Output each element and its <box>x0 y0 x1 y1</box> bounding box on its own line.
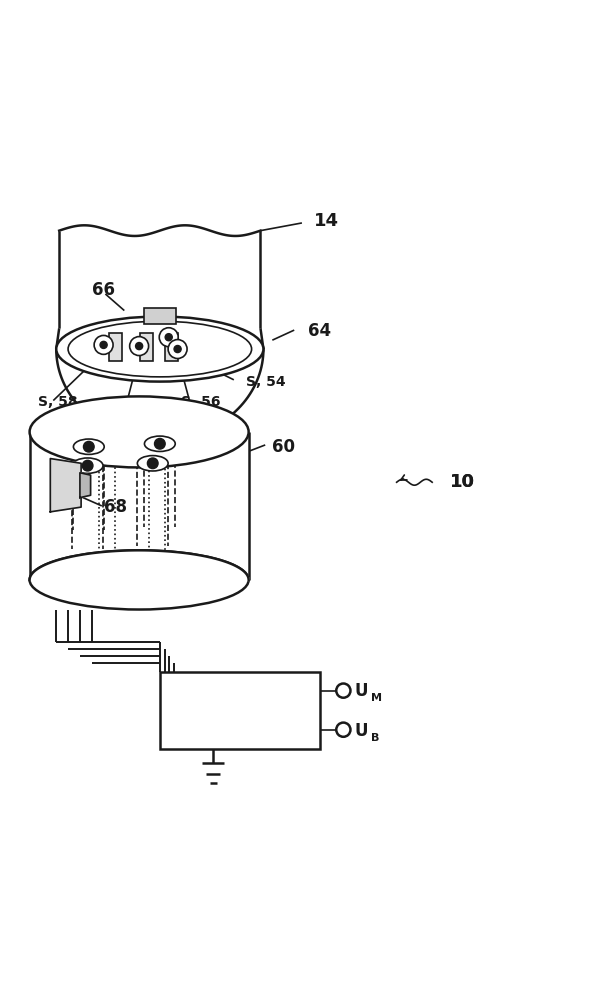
Circle shape <box>83 441 94 452</box>
Ellipse shape <box>56 316 263 382</box>
Circle shape <box>82 460 93 471</box>
Circle shape <box>174 345 181 353</box>
Bar <box>165 333 178 361</box>
Ellipse shape <box>30 396 249 467</box>
Ellipse shape <box>137 456 168 471</box>
Polygon shape <box>80 473 91 498</box>
Circle shape <box>159 328 178 347</box>
Circle shape <box>94 335 113 354</box>
Bar <box>140 333 153 361</box>
Text: 60: 60 <box>272 438 295 456</box>
Text: 64: 64 <box>308 322 331 340</box>
Text: M: M <box>371 693 382 703</box>
Ellipse shape <box>72 458 103 473</box>
Circle shape <box>155 438 165 449</box>
Text: S, 58: S, 58 <box>38 395 78 409</box>
Text: 68: 68 <box>104 498 127 516</box>
Text: B: B <box>186 438 198 453</box>
Circle shape <box>165 334 172 341</box>
Circle shape <box>147 458 158 469</box>
Bar <box>144 308 176 324</box>
Text: B: B <box>371 733 379 743</box>
Circle shape <box>130 337 149 356</box>
Text: 66: 66 <box>92 281 115 299</box>
Bar <box>160 672 320 749</box>
Ellipse shape <box>144 436 175 451</box>
Ellipse shape <box>68 321 252 377</box>
Circle shape <box>136 343 143 350</box>
Text: 10: 10 <box>450 473 475 491</box>
Text: B: B <box>130 450 142 465</box>
Circle shape <box>168 340 187 359</box>
Text: S, 52: S, 52 <box>115 395 155 409</box>
Text: U: U <box>354 722 368 740</box>
Ellipse shape <box>73 439 104 454</box>
Text: 10: 10 <box>450 473 475 491</box>
Circle shape <box>336 684 350 698</box>
Text: 14: 14 <box>314 212 339 230</box>
Text: S, 54: S, 54 <box>246 375 285 389</box>
Circle shape <box>100 341 107 348</box>
Ellipse shape <box>30 550 249 610</box>
Polygon shape <box>50 459 81 512</box>
Text: B: B <box>115 432 127 447</box>
Text: S, 56: S, 56 <box>181 395 220 409</box>
Bar <box>109 333 122 361</box>
Circle shape <box>336 723 350 737</box>
Text: U: U <box>354 682 368 700</box>
